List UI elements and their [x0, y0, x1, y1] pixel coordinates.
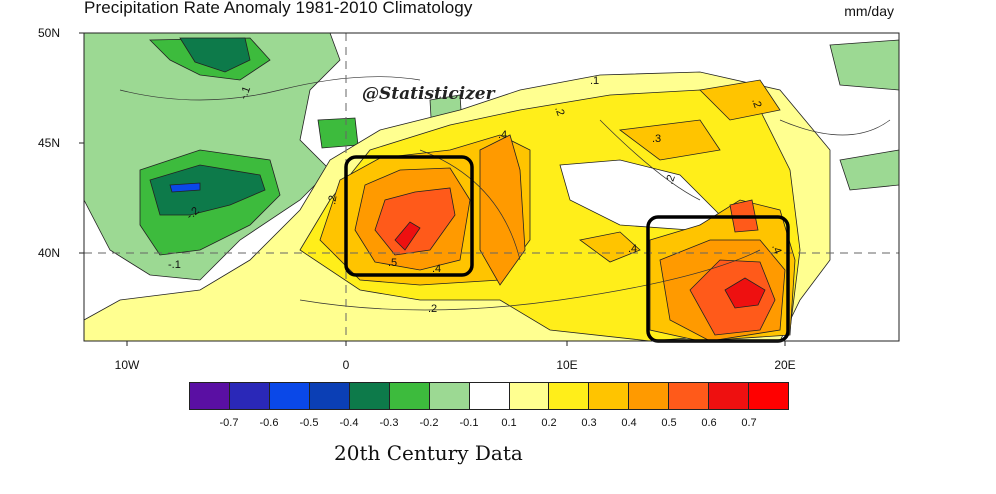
colorbar-swatch: [469, 383, 510, 409]
gold-blob-central: [579, 231, 641, 263]
colorbar-swatch: [429, 383, 470, 409]
red-orange-core-west: [374, 187, 456, 256]
colorbar-swatch: [589, 383, 630, 409]
darkgreen-region-northwest: [179, 37, 251, 73]
colorbar-label: 0.5: [661, 417, 677, 429]
gold-blob-northeast: [618, 119, 721, 161]
colorbar: [189, 382, 789, 410]
contour-label: .2: [326, 194, 339, 205]
contour-label: .4: [628, 243, 637, 255]
green-blob-east: [839, 149, 899, 191]
colorbar-swatch: [749, 383, 789, 409]
contour-label: -.1: [168, 259, 181, 271]
contour-label: .2: [428, 303, 437, 315]
colorbar-label: -0.6: [259, 417, 279, 429]
map-title: Precipitation Rate Anomaly 1981-2010 Cli…: [84, 0, 473, 17]
colorbar-swatch: [190, 383, 230, 409]
colorbar-swatch: [709, 383, 750, 409]
lat-label-50n: 50N: [38, 26, 61, 40]
lat-label-40n: 40N: [38, 246, 61, 260]
colorbar-label: 0.6: [701, 417, 717, 429]
contour-label: -.1: [238, 85, 254, 101]
watermark: @Statisticizer: [362, 84, 495, 104]
contour-label: .2: [552, 105, 566, 118]
colorbar-label: 0.4: [621, 417, 637, 429]
colorbar-label: -0.1: [459, 417, 479, 429]
colorbar-swatch: [629, 383, 670, 409]
colorbar-swatch: [389, 383, 430, 409]
gold-blob-far-northeast: [699, 79, 781, 121]
colorbar-label: 0.2: [541, 417, 557, 429]
colorbar-swatch: [669, 383, 710, 409]
lon-label-10e: 10E: [556, 358, 578, 372]
caption: 20th Century Data: [334, 441, 523, 465]
colorbar-label: -0.4: [339, 417, 359, 429]
contour-label: .1: [590, 75, 599, 87]
colorbar-swatch: [229, 383, 270, 409]
green-region-northeast: [829, 39, 899, 91]
red-core-west: [394, 221, 421, 251]
units-label: mm/day: [844, 3, 894, 19]
contour-label: .3: [652, 133, 661, 145]
lon-label-20e: 20E: [774, 358, 796, 372]
contour-label: .4: [498, 129, 507, 141]
highlight-box-west: [344, 155, 474, 277]
darkgreen-region-southwest: [149, 164, 266, 216]
red-core-east: [724, 277, 766, 309]
lon-label-0: 0: [342, 358, 350, 372]
colorbar-label: 0.1: [501, 417, 517, 429]
orange-ridge-central: [479, 134, 526, 286]
colorbar-label: -0.7: [219, 417, 239, 429]
colorbar-swatch: [309, 383, 350, 409]
green-blob-central: [317, 117, 359, 149]
colorbar-label: -0.5: [299, 417, 319, 429]
colorbar-swatch: [549, 383, 590, 409]
colorbar-label: -0.2: [419, 417, 439, 429]
contour-label: .4: [769, 243, 783, 256]
colorbar-label: 0.3: [581, 417, 597, 429]
contour-label: .2: [749, 97, 763, 110]
contour-label: .4: [432, 263, 441, 275]
contour-label: .2: [664, 173, 678, 186]
lon-label-10w: 10W: [114, 358, 140, 372]
colorbar-label: -0.3: [379, 417, 399, 429]
lat-label-45n: 45N: [38, 136, 61, 150]
colorbar-label: 0.7: [741, 417, 757, 429]
blue-core-southwest: [169, 182, 201, 193]
colorbar-swatch: [349, 383, 390, 409]
axis-ticks: [79, 32, 786, 346]
contour-label: .5: [388, 257, 397, 269]
map-frame: [83, 32, 900, 342]
colorbar-swatch: [509, 383, 550, 409]
colorbar-swatch: [269, 383, 310, 409]
